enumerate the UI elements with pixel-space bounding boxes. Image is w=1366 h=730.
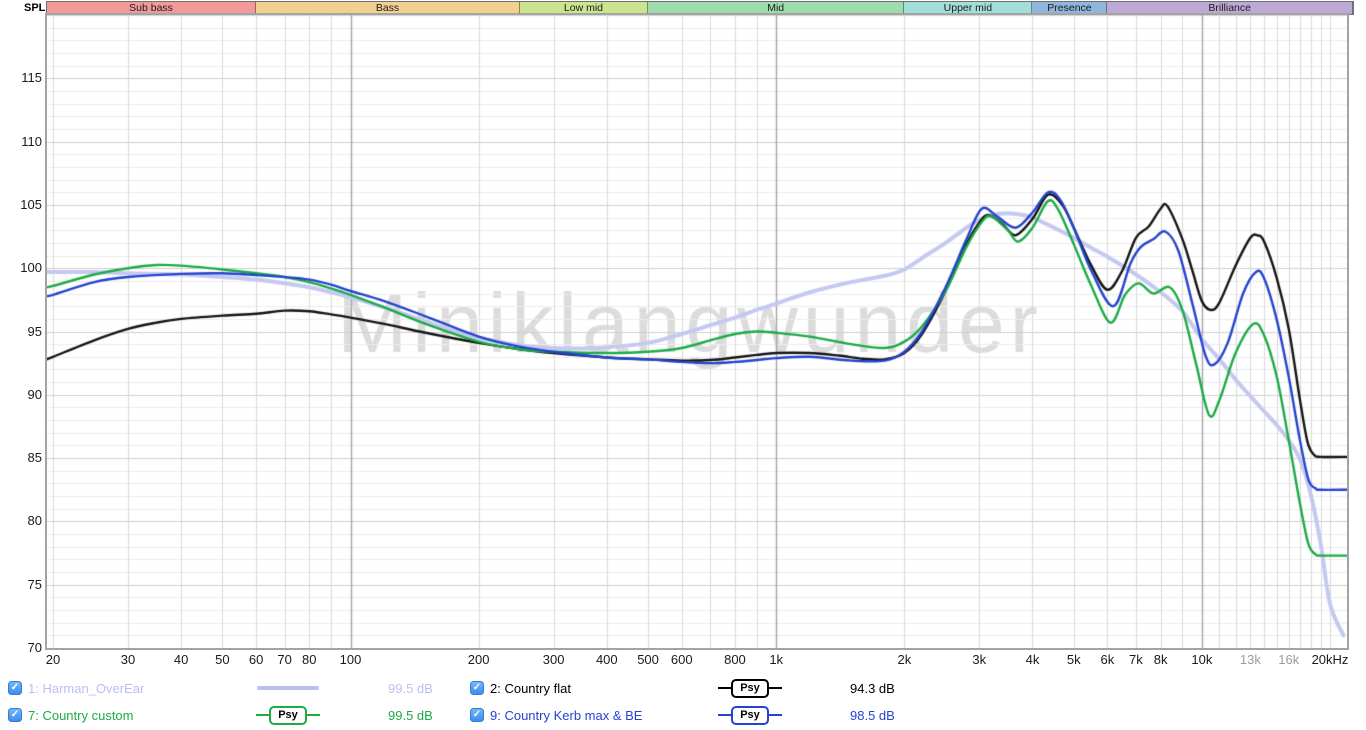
legend-db-value: 99.5 dB <box>388 707 433 723</box>
legend-swatch <box>228 686 348 690</box>
x-tick-label: 200 <box>467 652 490 667</box>
x-tick-label: 800 <box>724 652 746 667</box>
frequency-band-strip: Sub bass Bass Low mid Mid Upper mid Presence B… <box>46 1 1354 15</box>
x-tick-label: 10k <box>1191 652 1213 667</box>
swatch-line-stub <box>256 714 270 716</box>
swatch-line-stub <box>718 687 732 689</box>
band-bass: Bass <box>256 2 520 14</box>
check-icon: ✓ <box>472 682 482 693</box>
frequency-response-graph <box>47 15 1347 648</box>
psy-button[interactable]: Psy <box>269 705 307 725</box>
legend-swatch: Psy <box>690 678 810 698</box>
x-tick-label: 50 <box>215 652 230 667</box>
x-tick-label: 400 <box>595 652 618 667</box>
y-tick-label: 110 <box>21 133 42 149</box>
x-tick-label: 70 <box>277 652 292 667</box>
x-tick-label: 60 <box>248 652 264 667</box>
y-tick-label: 75 <box>27 576 42 592</box>
legend-db-value: 98.5 dB <box>850 707 895 723</box>
band-low-mid: Low mid <box>519 2 649 14</box>
legend-swatch: Psy <box>228 705 348 725</box>
band-mid: Mid <box>648 2 905 14</box>
y-tick-label: 95 <box>27 323 42 339</box>
curve-line-swatch <box>257 686 319 690</box>
legend-row-country-flat: ✓ 2: Country flat Psy 94.3 dB <box>470 678 895 698</box>
x-tick-label: 8k <box>1153 652 1168 667</box>
x-tick-label: 300 <box>542 652 565 667</box>
legend-label: 7: Country custom <box>28 707 134 723</box>
x-tick-label: 20 <box>45 652 61 667</box>
plot-frame <box>45 13 1349 650</box>
x-tick-label: 500 <box>637 652 659 667</box>
y-tick-label: 115 <box>21 70 42 86</box>
x-tick-label: 1k <box>769 652 784 667</box>
x-tick-label: 3k <box>972 652 987 667</box>
band-sub-bass: Sub bass <box>47 2 257 14</box>
x-tick-label: 5k <box>1066 652 1081 667</box>
x-tick-label: 6k <box>1100 652 1115 667</box>
x-tick-label: 13k <box>1239 652 1261 667</box>
check-icon: ✓ <box>472 709 482 720</box>
legend-row-harman: ✓ 1: Harman_OverEar 99.5 dB <box>8 679 433 697</box>
y-tick-label: 80 <box>27 513 42 529</box>
x-tick-label: 2k <box>897 652 912 667</box>
x-tick-label: 40 <box>173 652 189 667</box>
x-tick-label: 600 <box>670 652 693 667</box>
band-upper-mid: Upper mid <box>904 2 1033 14</box>
spl-axis-title: SPL <box>24 2 46 14</box>
y-tick-label: 85 <box>27 450 42 466</box>
x-tick-label: 16k <box>1278 652 1300 667</box>
y-tick-label: 100 <box>20 260 42 276</box>
band-presence: Presence <box>1032 2 1108 14</box>
legend-label: 9: Country Kerb max & BE <box>490 707 643 723</box>
x-tick-label: 100 <box>339 652 362 667</box>
psy-button[interactable]: Psy <box>731 678 769 698</box>
swatch-line-stub <box>768 714 782 716</box>
check-icon: ✓ <box>10 682 20 693</box>
legend-checkbox[interactable]: ✓ <box>8 708 22 722</box>
swatch-line-stub <box>768 687 782 689</box>
psy-button[interactable]: Psy <box>731 705 769 725</box>
x-tick-label: 20kHz <box>1311 652 1349 667</box>
x-tick-label: 4k <box>1025 652 1040 667</box>
x-tick-label: 30 <box>120 652 136 667</box>
legend-row-country-custom: ✓ 7: Country custom Psy 99.5 dB <box>8 705 433 725</box>
legend-label: 2: Country flat <box>490 680 571 696</box>
y-tick-label: 70 <box>27 640 42 655</box>
legend-checkbox[interactable]: ✓ <box>8 681 22 695</box>
x-tick-label: 80 <box>302 652 317 667</box>
legend-label: 1: Harman_OverEar <box>28 680 145 696</box>
swatch-line-stub <box>718 714 732 716</box>
y-tick-label: 90 <box>27 386 42 402</box>
legend-swatch: Psy <box>690 705 810 725</box>
y-tick-label: 105 <box>20 196 42 212</box>
band-brilliance: Brilliance <box>1107 2 1353 14</box>
legend-checkbox[interactable]: ✓ <box>470 708 484 722</box>
legend-row-country-kerb: ✓ 9: Country Kerb max & BE Psy 98.5 dB <box>470 705 895 725</box>
x-tick-label: 7k <box>1129 652 1143 667</box>
swatch-line-stub <box>306 714 320 716</box>
check-icon: ✓ <box>10 709 20 720</box>
legend-checkbox[interactable]: ✓ <box>470 681 484 695</box>
legend-db-value: 99.5 dB <box>388 680 433 696</box>
legend-db-value: 94.3 dB <box>850 680 895 696</box>
